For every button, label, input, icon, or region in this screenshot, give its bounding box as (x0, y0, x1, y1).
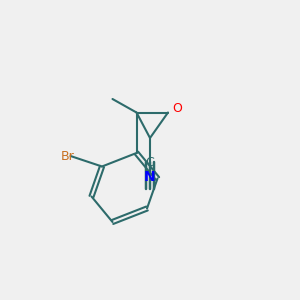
Text: C: C (146, 155, 154, 169)
Text: Br: Br (61, 149, 74, 163)
Text: N: N (144, 170, 156, 184)
Text: O: O (172, 101, 182, 115)
